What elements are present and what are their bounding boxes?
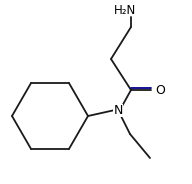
- Text: O: O: [155, 84, 165, 96]
- Text: N: N: [113, 103, 123, 116]
- Text: H₂N: H₂N: [114, 4, 136, 17]
